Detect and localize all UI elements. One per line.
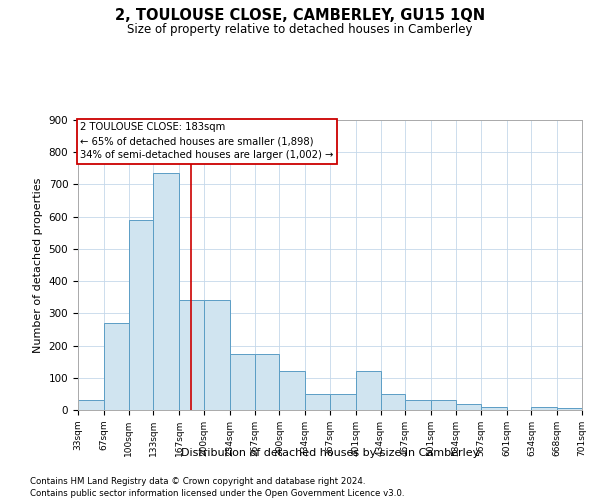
Bar	[431, 400, 456, 410]
Bar	[104, 323, 128, 410]
Text: Contains HM Land Registry data © Crown copyright and database right 2024.: Contains HM Land Registry data © Crown c…	[30, 478, 365, 486]
Bar	[481, 407, 506, 410]
Bar	[305, 394, 330, 410]
Bar	[356, 372, 380, 410]
Bar	[78, 400, 104, 410]
Text: 2 TOULOUSE CLOSE: 183sqm
← 65% of detached houses are smaller (1,898)
34% of sem: 2 TOULOUSE CLOSE: 183sqm ← 65% of detach…	[80, 122, 334, 160]
Bar	[128, 220, 154, 410]
Text: Contains public sector information licensed under the Open Government Licence v3: Contains public sector information licen…	[30, 489, 404, 498]
Bar	[557, 408, 582, 410]
Bar	[532, 407, 557, 410]
Bar	[230, 354, 254, 410]
Bar	[179, 300, 204, 410]
Bar	[280, 372, 305, 410]
Bar	[330, 394, 356, 410]
Bar	[406, 400, 431, 410]
Bar	[204, 300, 230, 410]
Bar	[254, 354, 280, 410]
Y-axis label: Number of detached properties: Number of detached properties	[33, 178, 43, 352]
Bar	[456, 404, 481, 410]
Text: Size of property relative to detached houses in Camberley: Size of property relative to detached ho…	[127, 22, 473, 36]
Text: 2, TOULOUSE CLOSE, CAMBERLEY, GU15 1QN: 2, TOULOUSE CLOSE, CAMBERLEY, GU15 1QN	[115, 8, 485, 22]
Bar	[154, 173, 179, 410]
Bar	[380, 394, 406, 410]
Text: Distribution of detached houses by size in Camberley: Distribution of detached houses by size …	[181, 448, 479, 458]
